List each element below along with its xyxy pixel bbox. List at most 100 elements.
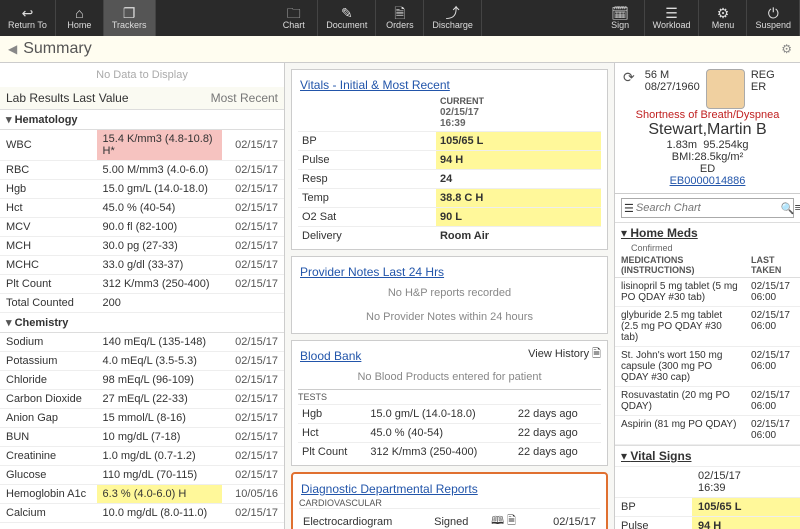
- main-layout: No Data to Display Lab Results Last Valu…: [0, 63, 800, 529]
- search-input[interactable]: [634, 200, 781, 216]
- toolbar-home[interactable]: ⌂Home: [56, 0, 104, 36]
- list-icon[interactable]: ☰: [624, 202, 634, 215]
- blood-bank-section: Blood Bank View History 🗎 No Blood Produ…: [291, 340, 608, 466]
- toolbar-menu[interactable]: ⚙Menu: [699, 0, 747, 36]
- patient-mrn[interactable]: EB0000014886: [623, 175, 792, 187]
- top-toolbar: ↩Return To⌂Home❐Trackers 🗀Chart✎Document🗎…: [0, 0, 800, 36]
- vitals-table: CURRENT 02/15/1716:39 BP105/65 LPulse94 …: [298, 94, 601, 245]
- lab-row[interactable]: MCH30.0 pg (27-33)02/15/17: [0, 237, 284, 256]
- toolbar-document[interactable]: ✎Document: [318, 0, 376, 36]
- labs-column: No Data to Display Lab Results Last Valu…: [0, 63, 285, 529]
- vital-signs-header[interactable]: Vital Signs: [615, 445, 800, 466]
- tests-label: TESTS: [298, 389, 601, 404]
- chief-complaint: Shortness of Breath/Dyspnea: [623, 109, 792, 121]
- toolbar-discharge[interactable]: ⤴Discharge: [424, 0, 482, 36]
- page-title-bar: ◀ Summary ⚙: [0, 36, 800, 63]
- med-row[interactable]: St. John's wort 150 mg capsule (300 mg P…: [615, 347, 800, 387]
- med-row[interactable]: lisinopril 5 mg tablet (5 mg PO QDAY #30…: [615, 278, 800, 307]
- lab-row[interactable]: Chloride98 mEq/L (96-109)02/15/17: [0, 371, 284, 390]
- lab-row[interactable]: Hgb15.0 gm/L (14.0-18.0)02/15/17: [0, 180, 284, 199]
- lab-row[interactable]: Carbon Dioxide27 mEq/L (22-33)02/15/17: [0, 390, 284, 409]
- bb-row: Plt Count312 K/mm3 (250-400)22 days ago: [298, 443, 601, 462]
- chevron-left-icon[interactable]: ◀: [8, 42, 17, 56]
- vitals-row: Resp24: [298, 170, 601, 189]
- toolbar-sign[interactable]: 🗓Sign: [597, 0, 645, 36]
- provider-notes-msg1: No H&P reports recorded: [298, 281, 601, 305]
- blood-bank-title[interactable]: Blood Bank: [300, 349, 361, 363]
- lab-row[interactable]: Creatinine1.0 mg/dL (0.7-1.2)02/15/17: [0, 447, 284, 466]
- labs-title: Lab Results Last Value: [6, 91, 129, 105]
- bb-row: Hgb15.0 gm/L (14.0-18.0)22 days ago: [298, 405, 601, 424]
- provider-notes-msg2: No Provider Notes within 24 hours: [298, 305, 601, 329]
- patient-dob: 08/27/1960: [645, 81, 700, 93]
- refresh-icon[interactable]: ⟳: [623, 69, 635, 109]
- rvital-row: BP105/65 L: [615, 498, 800, 517]
- labs-header: Lab Results Last Value Most Recent: [0, 87, 284, 110]
- patient-status: REG ER: [751, 69, 792, 109]
- home-meds-header[interactable]: Home Meds: [615, 222, 800, 243]
- vitals-row: DeliveryRoom Air: [298, 227, 601, 246]
- lab-row[interactable]: Calcium10.0 mg/dL (8.0-11.0)02/15/17: [0, 504, 284, 523]
- lab-row[interactable]: MCHC33.0 g/dl (33-37)02/15/17: [0, 256, 284, 275]
- lab-row[interactable]: Glucose110 mg/dL (70-115)02/15/17: [0, 466, 284, 485]
- blood-bank-table: Hgb15.0 gm/L (14.0-18.0)22 days agoHct45…: [298, 404, 601, 461]
- diag-category: CARDIOVASCULAR: [299, 498, 600, 508]
- diag-name[interactable]: Electrocardiogram: [299, 509, 430, 529]
- home-meds-table: MEDICATIONS (INSTRUCTIONS)LAST TAKEN lis…: [615, 253, 800, 445]
- diag-table: Electrocardiogram Signed 🕮 🗎 02/15/17: [299, 508, 600, 529]
- provider-notes-title[interactable]: Provider Notes Last 24 Hrs: [300, 265, 444, 279]
- diagnostic-title[interactable]: Diagnostic Departmental Reports: [301, 482, 478, 496]
- lab-row[interactable]: Hemoglobin A1c6.3 % (4.0-6.0) H10/05/16: [0, 485, 284, 504]
- lab-row[interactable]: RBC5.00 M/mm3 (4.0-6.0)02/15/17: [0, 161, 284, 180]
- group-chemistry[interactable]: Chemistry: [0, 313, 284, 333]
- vitals-row: O2 Sat90 L: [298, 208, 601, 227]
- patient-loc: ED: [623, 163, 792, 175]
- page-title: Summary: [23, 40, 91, 58]
- patient-bmi: BMI:28.5kg/m²: [623, 151, 792, 163]
- vitals-section: Vitals - Initial & Most Recent CURRENT 0…: [291, 69, 608, 250]
- med-row[interactable]: Rosuvastatin (20 mg PO QDAY)02/15/1706:0…: [615, 387, 800, 416]
- patient-photo[interactable]: [706, 69, 745, 109]
- med-row[interactable]: glyburide 2.5 mg tablet (2.5 mg PO QDAY …: [615, 307, 800, 347]
- vitals-row: BP105/65 L: [298, 132, 601, 151]
- gear-icon[interactable]: ⚙: [781, 42, 792, 56]
- lab-row[interactable]: Hct45.0 % (40-54)02/15/17: [0, 199, 284, 218]
- most-recent-label: Most Recent: [211, 91, 278, 105]
- filter-icon[interactable]: ≡: [795, 202, 800, 214]
- report-icon[interactable]: 🕮 🗎: [487, 509, 531, 529]
- lab-row[interactable]: Total Counted200: [0, 294, 284, 313]
- rvital-row: Pulse94 H: [615, 517, 800, 529]
- group-hematology[interactable]: Hematology: [0, 110, 284, 130]
- lab-row[interactable]: BUN10 mg/dL (7-18)02/15/17: [0, 428, 284, 447]
- search-icon[interactable]: 🔍: [781, 202, 795, 215]
- lab-row[interactable]: Sodium140 mEq/L (135-148)02/15/17: [0, 333, 284, 352]
- diagnostic-reports-section: Diagnostic Departmental Reports CARDIOVA…: [291, 472, 608, 529]
- lab-row[interactable]: MCV90.0 fl (82-100)02/15/17: [0, 218, 284, 237]
- toolbar-orders[interactable]: 🗎Orders: [376, 0, 424, 36]
- no-data-msg: No Data to Display: [0, 63, 284, 87]
- blood-bank-msg: No Blood Products entered for patient: [298, 365, 601, 389]
- toolbar-workload[interactable]: ☰Workload: [645, 0, 700, 36]
- lab-row[interactable]: Anion Gap15 mmol/L (8-16)02/15/17: [0, 409, 284, 428]
- provider-notes-section: Provider Notes Last 24 Hrs No H&P report…: [291, 256, 608, 334]
- toolbar-return-to[interactable]: ↩Return To: [0, 0, 56, 36]
- center-column: Vitals - Initial & Most Recent CURRENT 0…: [285, 63, 615, 529]
- lab-row[interactable]: Potassium4.0 mEq/L (3.5-5.3)02/15/17: [0, 352, 284, 371]
- toolbar-suspend[interactable]: ⏻Suspend: [747, 0, 800, 36]
- diag-date: 02/15/17: [531, 509, 600, 529]
- search-chart-row: ☰ 🔍 ≡: [621, 198, 794, 218]
- lab-row[interactable]: WBC15.4 K/mm3 (4.8-10.8) H*02/15/17: [0, 130, 284, 161]
- view-history-link[interactable]: View History 🗎: [528, 345, 601, 364]
- vitals-row: Temp38.8 C H: [298, 189, 601, 208]
- toolbar-chart[interactable]: 🗀Chart: [270, 0, 318, 36]
- toolbar-trackers[interactable]: ❐Trackers: [104, 0, 156, 36]
- vitals-title[interactable]: Vitals - Initial & Most Recent: [300, 78, 450, 92]
- patient-age-sex: 56 M: [645, 69, 700, 81]
- lab-row[interactable]: Plt Count312 K/mm3 (250-400)02/15/17: [0, 275, 284, 294]
- right-vitals-table: 02/15/1716:39 BP105/65 LPulse94 H: [615, 466, 800, 529]
- diag-status: Signed: [430, 509, 487, 529]
- med-row[interactable]: Aspirin (81 mg PO QDAY)02/15/1706:00: [615, 416, 800, 445]
- patient-header: ⟳ 56 M 08/27/1960 REG ER Shortness of Br…: [615, 63, 800, 194]
- patient-name[interactable]: Stewart,Martin B: [623, 121, 792, 139]
- home-meds-sub: Confirmed: [615, 243, 800, 253]
